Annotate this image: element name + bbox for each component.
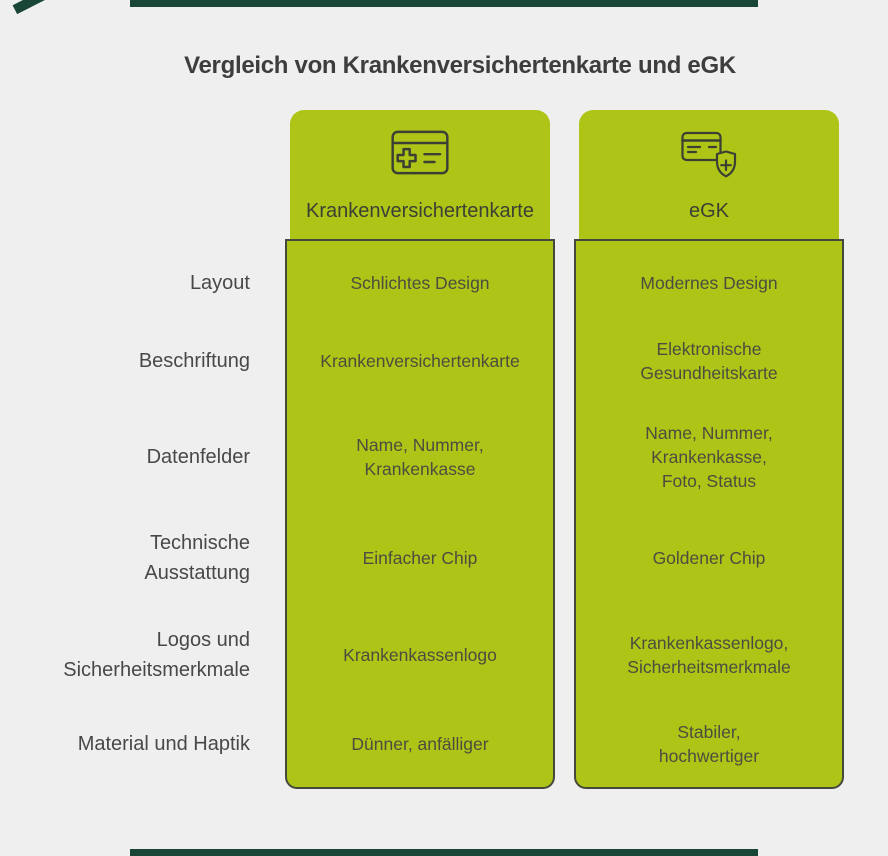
row-label: Datenfelder — [146, 446, 250, 468]
cell-egk: Krankenkassenlogo, Sicherheitsmerkmale — [627, 633, 791, 677]
row-datenfelder: Datenfelder Name, Nummer, Krankenkasse N… — [0, 408, 888, 506]
row-beschriftung: Beschriftung Krankenversichertenkarte El… — [0, 320, 888, 402]
cell-egk: Goldener Chip — [652, 548, 766, 568]
cell-kvk: Krankenkassenlogo — [343, 645, 497, 665]
corner-ribbon-mark — [12, 0, 48, 15]
row-material-haptik: Material und Haptik Dünner, anfälliger S… — [0, 704, 888, 784]
egk-card-shield-icon — [579, 130, 839, 186]
cell-egk: Elektronische Gesundheitskarte — [640, 339, 778, 383]
column-body-egk — [574, 239, 844, 789]
bottom-decor-bar — [130, 849, 758, 856]
row-logos-sicherheitsmerkmale: Logos und Sicherheitsmerkmale Krankenkas… — [0, 613, 888, 697]
cell-kvk: Dünner, anfälliger — [351, 734, 489, 754]
row-label: Layout — [189, 272, 250, 294]
row-label: Beschriftung — [138, 350, 250, 372]
cell-egk: Name, Nummer, Krankenkasse, Foto, Status — [645, 423, 773, 491]
column-title: eGK — [688, 200, 730, 222]
column-body-krankenversichertenkarte — [285, 239, 555, 789]
cell-kvk: Schlichtes Design — [350, 273, 490, 293]
row-label: Material und Haptik — [77, 733, 250, 755]
column-header-krankenversichertenkarte: Krankenversichertenkarte — [290, 110, 550, 239]
row-technische-ausstattung: Technische Ausstattung Einfacher Chip Go… — [0, 516, 888, 600]
column-title: Krankenversichertenkarte — [306, 200, 534, 222]
cell-egk: Modernes Design — [640, 273, 778, 293]
row-label: Logos und Sicherheitsmerkmale — [63, 629, 250, 681]
row-layout: Layout Schlichtes Design Modernes Design — [0, 250, 888, 316]
page-title: Vergleich von Krankenversichertenkarte u… — [184, 52, 736, 79]
cell-kvk: Einfacher Chip — [362, 548, 478, 568]
cell-egk: Stabiler, hochwertiger — [658, 722, 760, 766]
top-decor-bar — [130, 0, 758, 7]
cell-kvk: Krankenversichertenkarte — [320, 351, 520, 371]
cell-kvk: Name, Nummer, Krankenkasse — [356, 435, 484, 479]
insurance-card-icon — [290, 130, 550, 175]
row-label: Technische Ausstattung — [144, 532, 250, 584]
column-header-egk: eGK — [579, 110, 839, 239]
